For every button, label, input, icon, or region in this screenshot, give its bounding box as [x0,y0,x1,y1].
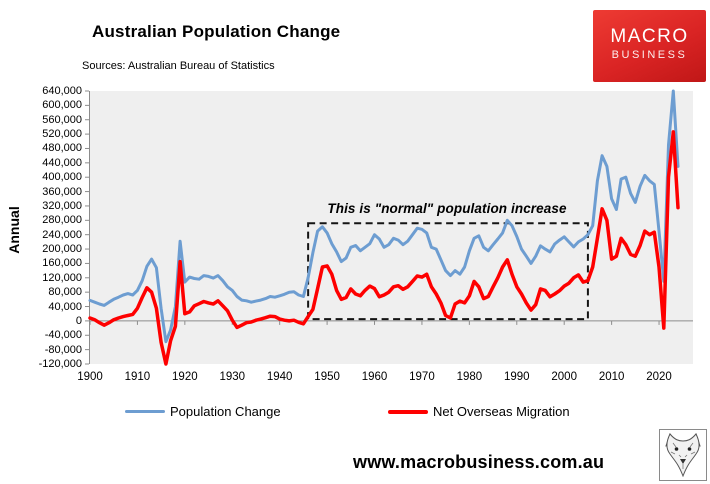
legend-line-sample-blue [125,410,165,413]
x-tick-label: 2000 [551,371,577,383]
x-tick-label: 1920 [172,371,198,383]
y-tick-label: 440,000 [42,156,82,169]
y-tick-label: 600,000 [42,99,82,112]
x-tick-label: 1970 [409,371,435,383]
legend-label: Population Change [170,404,281,419]
macrobusiness-logo: MACRO BUSINESS [593,10,706,82]
wolf-logo [659,429,707,481]
plot-area [85,89,693,366]
x-tick-label: 2010 [598,371,625,383]
x-tick-label: 1940 [266,371,293,383]
y-tick-label: -120,000 [38,358,82,370]
chart-svg [85,89,693,366]
annotation-text: This is "normal" population increase [327,201,567,216]
wolf-head-icon [665,433,701,477]
x-tick-label: 1930 [219,371,246,383]
logo-text-macro: MACRO [610,26,689,47]
chart-subtitle: Sources: Australian Bureau of Statistics [82,60,275,72]
y-tick-label: 200,000 [42,243,82,256]
legend: Population Change Net Overseas Migration [0,404,710,426]
x-tick-label: 1950 [314,371,340,383]
legend-line-sample-red [388,409,428,414]
y-tick-label: 80,000 [48,286,82,299]
y-tick-label: 320,000 [42,199,82,212]
y-tick-label: 0 [75,314,82,327]
y-tick-label: 360,000 [42,185,82,198]
y-tick-label: 280,000 [42,214,82,227]
legend-label: Net Overseas Migration [433,404,570,419]
y-tick-label: 480,000 [42,142,82,155]
legend-item-population-change: Population Change [125,404,281,419]
y-tick-label: 240,000 [42,228,82,241]
y-tick-label: 640,000 [42,85,82,97]
chart-title: Australian Population Change [92,22,341,41]
website-url: www.macrobusiness.com.au [353,452,605,472]
y-tick-label: 120,000 [42,271,82,284]
y-tick-label: 560,000 [42,113,82,126]
y-tick-label: -80,000 [44,343,82,356]
y-tick-label: 160,000 [42,257,82,270]
x-tick-label: 1980 [456,371,483,383]
logo-text-business: BUSINESS [611,49,688,61]
y-tick-label: 520,000 [42,128,82,141]
x-tick-label: 2020 [646,371,672,383]
x-tick-label: 1910 [124,371,151,383]
legend-item-net-overseas-migration: Net Overseas Migration [388,404,570,419]
y-tick-label: 400,000 [42,171,82,184]
x-tick-label: 1990 [503,371,530,383]
y-tick-label: -40,000 [44,329,82,342]
x-tick-label: 1960 [361,371,388,383]
y-tick-label: 40,000 [48,300,82,313]
x-tick-label: 1900 [77,371,103,383]
